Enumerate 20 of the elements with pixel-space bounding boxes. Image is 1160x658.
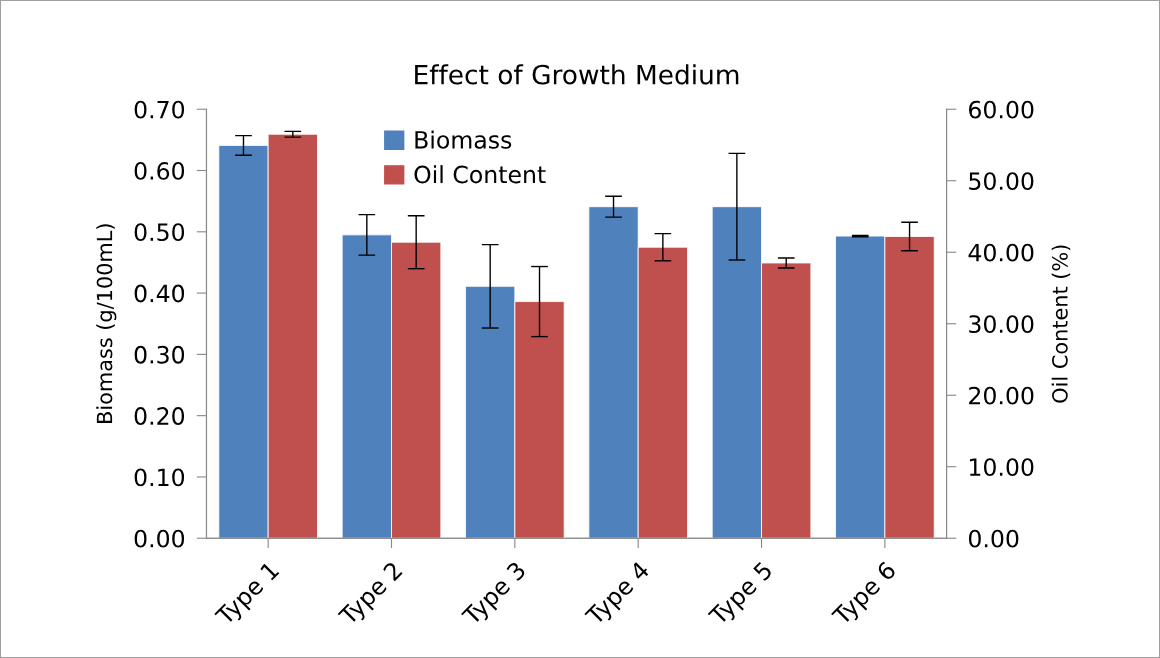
y-tick-label: 0.20 xyxy=(134,407,185,425)
y2-tick-label: 10.00 xyxy=(969,458,1034,477)
legend-label: Biomass xyxy=(415,130,512,149)
y-tick-label: 0.40 xyxy=(134,284,185,303)
y2-tick-label: 60.00 xyxy=(969,100,1034,119)
y-tick-label: 0.10 xyxy=(134,468,185,487)
y2-tick-label: 40.00 xyxy=(968,243,1034,262)
y-axis-title: Biomass (g/100mL) xyxy=(96,224,117,423)
y2-tick-label: 50.00 xyxy=(969,172,1034,191)
y-tick-label: 0.50 xyxy=(134,223,185,242)
y-tick-label: 0.70 xyxy=(134,100,185,119)
y-tick-label: 0.00 xyxy=(134,529,185,548)
y2-tick-label: 20.00 xyxy=(969,386,1034,405)
y-tick-label: 0.60 xyxy=(134,161,185,180)
legend-label: Oil Content xyxy=(414,165,546,184)
y-tick-label: 0.30 xyxy=(134,345,185,364)
y2-axis-title: Oil Content (%) xyxy=(1051,245,1071,403)
y2-tick-label: 0.00 xyxy=(968,529,1019,548)
chart-title: Effect of Growth Medium xyxy=(415,64,739,85)
y2-tick-label: 30.00 xyxy=(969,315,1034,334)
